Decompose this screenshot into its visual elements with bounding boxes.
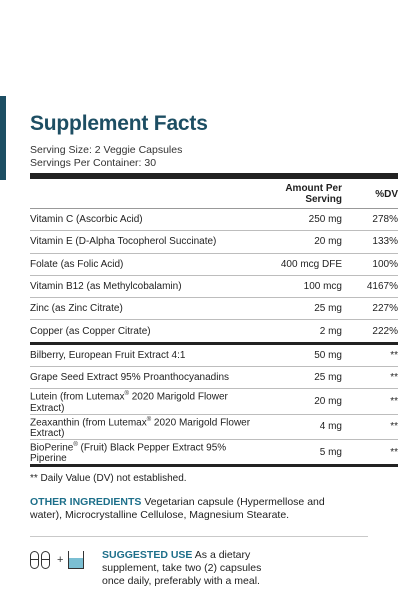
ingredient-dv: **	[354, 366, 398, 390]
ingredient-name: Bilberry, European Fruit Extract 4:1	[30, 343, 252, 368]
ingredient-name: Zeaxanthin (from Lutemax® 2020 Marigold …	[30, 414, 252, 441]
supplement-facts-panel: Supplement Facts Serving Size: 2 Veggie …	[30, 112, 398, 588]
divider-light	[30, 536, 368, 538]
nutrient-name: Vitamin C (Ascorbic Acid)	[30, 208, 252, 232]
table-row: Folate (as Folic Acid) 400 mcg DFE 100%	[30, 253, 398, 276]
nutrient-name: Vitamin B12 (as Methylcobalamin)	[30, 275, 252, 299]
table-row: Bilberry, European Fruit Extract 4:1 50 …	[30, 343, 398, 368]
ingredient-dv: **	[354, 343, 398, 368]
suggested-use: SUGGESTED USE As a dietary supplement, t…	[102, 549, 272, 588]
suggested-use-text: As a dietary supplement, take two (2) ca…	[102, 549, 262, 588]
serving-size: Serving Size: 2 Veggie Capsules	[30, 144, 183, 156]
header-name-spacer	[30, 179, 252, 209]
ingredient-amount: 5 mg	[252, 439, 354, 468]
nutrient-dv: 4167%	[354, 275, 398, 299]
nutrient-dv: 100%	[354, 253, 398, 276]
nutrient-dv: 222%	[354, 319, 398, 345]
nutrient-dv: 133%	[354, 230, 398, 254]
nutrient-table: Amount Per Serving %DV Vitamin C (Ascorb…	[30, 179, 398, 468]
ingredient-amount: 50 mg	[252, 343, 354, 368]
table-row: BioPerine® (Fruit) Black Pepper Extract …	[30, 439, 398, 468]
nutrient-name: Folate (as Folic Acid)	[30, 253, 252, 276]
table-header-row: Amount Per Serving %DV	[30, 179, 398, 209]
table-row: Grape Seed Extract 95% Proanthocyanadins…	[30, 366, 398, 390]
table-row: Lutein (from Lutemax® 2020 Marigold Flow…	[30, 388, 398, 415]
table-row: Vitamin B12 (as Methylcobalamin) 100 mcg…	[30, 275, 398, 299]
servings-per-container: Servings Per Container: 30	[30, 157, 157, 169]
page-title: Supplement Facts	[30, 112, 208, 135]
nutrient-amount: 250 mg	[252, 208, 354, 232]
other-ingredients-label: OTHER INGREDIENTS	[30, 496, 142, 509]
dosage-icons: +	[30, 551, 102, 570]
ingredient-amount: 20 mg	[252, 388, 354, 415]
other-ingredients-text: Vegetarian capsule (Hypermellose and wat…	[30, 496, 325, 522]
suggested-use-section: + SUGGESTED USE As a dietary supplement,…	[30, 549, 398, 588]
suggested-use-label: SUGGESTED USE	[102, 549, 193, 562]
nutrient-amount: 100 mcg	[252, 275, 354, 299]
table-row: Zinc (as Zinc Citrate) 25 mg 227%	[30, 297, 398, 321]
nutrient-name: Copper (as Copper Citrate)	[30, 319, 252, 345]
nutrient-amount: 400 mcg DFE	[252, 253, 354, 276]
nutrient-amount: 20 mg	[252, 230, 354, 254]
dv-footnote: ** Daily Value (DV) not established.	[30, 473, 187, 485]
table-row: Vitamin C (Ascorbic Acid) 250 mg 278%	[30, 208, 398, 232]
nutrient-amount: 25 mg	[252, 297, 354, 321]
table-row: Zeaxanthin (from Lutemax® 2020 Marigold …	[30, 414, 398, 441]
ingredient-dv: **	[354, 388, 398, 415]
nutrient-dv: 278%	[354, 208, 398, 232]
ingredient-name: Grape Seed Extract 95% Proanthocyanadins	[30, 366, 252, 390]
other-ingredients: OTHER INGREDIENTS Vegetarian capsule (Hy…	[30, 496, 330, 522]
ingredient-dv: **	[354, 414, 398, 441]
plus-sign: +	[57, 554, 64, 567]
ingredient-amount: 25 mg	[252, 366, 354, 390]
header-dv: %DV	[354, 179, 398, 209]
ingredient-name: Lutein (from Lutemax® 2020 Marigold Flow…	[30, 388, 252, 415]
table-row: Copper (as Copper Citrate) 2 mg 222%	[30, 319, 398, 345]
nutrient-amount: 2 mg	[252, 319, 354, 345]
brand-accent-bar	[0, 96, 6, 180]
header-amount: Amount Per Serving	[252, 179, 354, 209]
ingredient-name: BioPerine® (Fruit) Black Pepper Extract …	[30, 439, 252, 468]
table-row: Vitamin E (D-Alpha Tocopherol Succinate)…	[30, 230, 398, 254]
ingredient-amount: 4 mg	[252, 414, 354, 441]
nutrient-dv: 227%	[354, 297, 398, 321]
capsule-icon	[30, 551, 39, 570]
nutrient-name: Vitamin E (D-Alpha Tocopherol Succinate)	[30, 230, 252, 254]
capsule-icon	[41, 551, 50, 570]
water-glass-icon	[68, 551, 85, 570]
water-fill	[69, 558, 84, 569]
divider-thick	[30, 173, 398, 179]
ingredient-dv: **	[354, 439, 398, 468]
nutrient-name: Zinc (as Zinc Citrate)	[30, 297, 252, 321]
